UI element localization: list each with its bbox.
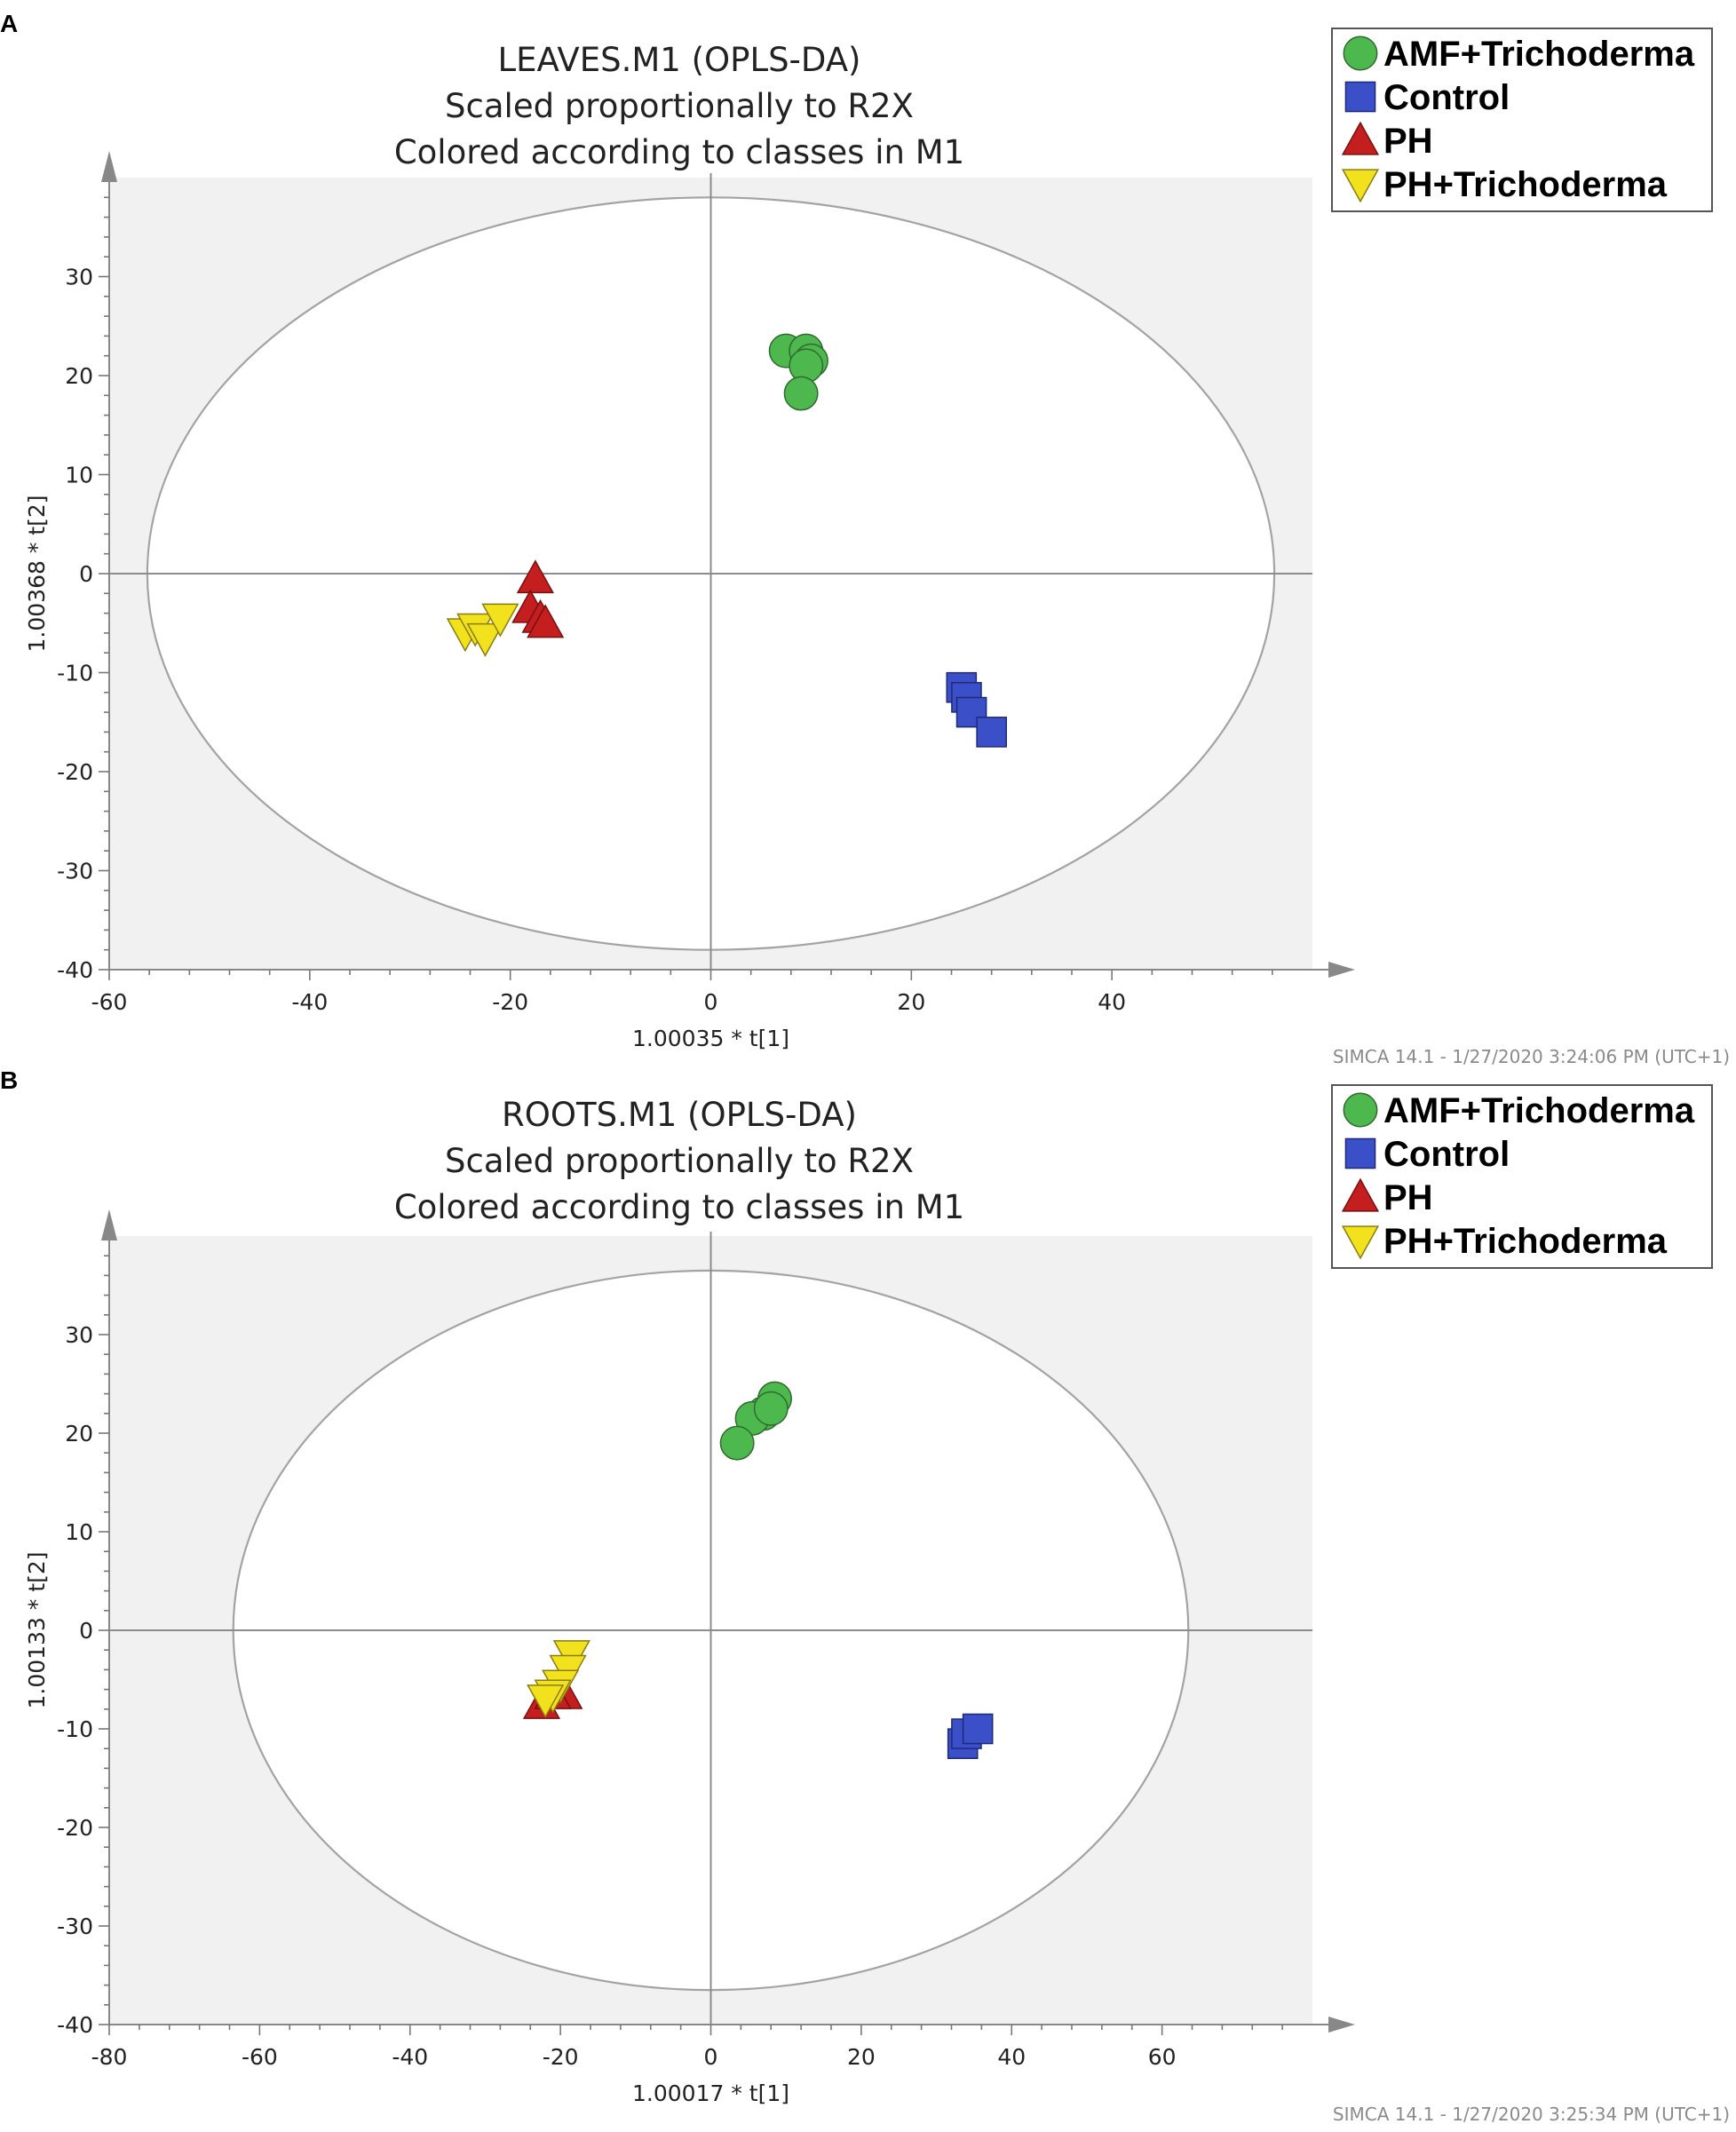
x-axis-arrow: [1328, 962, 1355, 978]
legend-marker-amf-trichoderma: [1343, 1092, 1378, 1128]
x-tick-label: -40: [392, 2044, 428, 2070]
legend-marker-control: [1344, 1137, 1376, 1169]
panel-letter: A: [0, 10, 18, 37]
y-tick-label: -20: [57, 759, 93, 785]
legend-label-amf-trichoderma: AMF+Trichoderma: [1383, 35, 1695, 74]
series-amf-trichoderma: [768, 333, 828, 411]
chart-title-line-3: Colored according to classes in M1: [394, 1188, 964, 1226]
x-tick-label: -60: [91, 989, 128, 1015]
data-point-amf-trichoderma: [753, 1391, 789, 1426]
y-tick-label: -10: [57, 661, 93, 686]
legend: AMF+Trichoderma Control PH PH+Trichoderma: [1331, 1084, 1713, 1269]
series-control: [946, 671, 1007, 748]
y-tick-label: -20: [57, 1815, 93, 1841]
x-axis-arrow: [1328, 2017, 1355, 2033]
legend-label-ph: PH: [1383, 1178, 1433, 1217]
series-ph: [511, 559, 565, 638]
legend-label-ph-trichoderma: PH+Trichoderma: [1383, 165, 1668, 204]
x-axis-label: 1.00017 * t[1]: [632, 2080, 789, 2106]
x-axis-label: 1.00035 * t[1]: [632, 1026, 789, 1051]
software-footer: SIMCA 14.1 - 1/27/2020 3:24:06 PM (UTC+1…: [1333, 1046, 1730, 1067]
legend-label-control: Control: [1383, 78, 1510, 117]
data-point-control: [976, 717, 1007, 748]
x-tick-label: 0: [704, 989, 718, 1015]
legend-marker-ph: [1341, 121, 1380, 155]
legend-marker-control: [1344, 81, 1376, 113]
y-axis-arrow: [101, 1209, 117, 1240]
legend-label-control: Control: [1383, 1135, 1510, 1174]
chart-title-line-1: LEAVES.M1 (OPLS-DA): [497, 41, 860, 79]
x-tick-label: -40: [291, 989, 328, 1015]
x-tick-label: -80: [91, 2044, 128, 2070]
y-tick-label: 30: [65, 265, 93, 290]
data-point-amf-trichoderma: [719, 1425, 755, 1461]
chart-title-line-2: Scaled proportionally to R2X: [445, 1142, 914, 1180]
y-tick-label: 10: [65, 463, 93, 488]
series-amf-trichoderma: [719, 1381, 792, 1461]
legend-marker-ph-trichoderma: [1341, 169, 1380, 203]
legend-box: [1331, 1084, 1713, 1269]
x-tick-label: 60: [1148, 2044, 1177, 2070]
y-axis-arrow: [101, 151, 117, 182]
x-tick-label: 20: [847, 2044, 876, 2070]
x-tick-label: 20: [897, 989, 925, 1015]
chart-panel-b: B ROOTS.M1 (OPLS-DA) Scaled proportionally…: [0, 1066, 1730, 2125]
x-tick-label: 0: [704, 2044, 718, 2070]
legend: AMF+Trichoderma Control PH PH+Trichoderma: [1331, 28, 1713, 212]
data-point-ph: [527, 604, 565, 638]
data-point-ph-trichoderma: [527, 1684, 565, 1719]
chart-title-line-1: ROOTS.M1 (OPLS-DA): [502, 1096, 857, 1134]
x-tick-label: 40: [997, 2044, 1026, 2070]
y-tick-label: 0: [79, 1618, 93, 1644]
data-point-ph: [516, 559, 554, 594]
x-tick-label: -20: [492, 989, 528, 1015]
software-footer: SIMCA 14.1 - 1/27/2020 3:25:34 PM (UTC+1…: [1333, 2104, 1730, 2125]
chart-panel-a: A LEAVES.M1 (OPLS-DA) Scaled proportionall…: [0, 10, 1730, 1067]
y-tick-label: 10: [65, 1519, 93, 1545]
x-tick-label: -60: [242, 2044, 278, 2070]
series-control: [947, 1713, 994, 1759]
legend-label-ph: PH: [1383, 122, 1433, 161]
data-point-control: [962, 1713, 994, 1745]
panel-letter: B: [0, 1066, 18, 1094]
y-axis-label: 1.00368 * t[2]: [24, 495, 50, 653]
y-axis-label: 1.00133 * t[2]: [24, 1552, 50, 1709]
y-tick-label: 20: [65, 363, 93, 389]
y-tick-label: -40: [57, 2012, 93, 2038]
y-tick-label: 30: [65, 1322, 93, 1348]
x-tick-label: 40: [1098, 989, 1126, 1015]
series-ph-trichoderma: [446, 603, 519, 657]
legend-box: [1331, 28, 1713, 212]
chart-title-line-3: Colored according to classes in M1: [394, 133, 964, 171]
data-point-ph-trichoderma: [481, 603, 519, 638]
legend-label-amf-trichoderma: AMF+Trichoderma: [1383, 1091, 1695, 1130]
y-tick-label: -30: [57, 1914, 93, 1939]
legend-marker-ph-trichoderma: [1341, 1225, 1380, 1260]
legend-marker-amf-trichoderma: [1343, 36, 1378, 71]
legend-label-ph-trichoderma: PH+Trichoderma: [1383, 1222, 1668, 1261]
y-tick-label: -30: [57, 859, 93, 884]
y-tick-label: 20: [65, 1421, 93, 1446]
chart-title-line-2: Scaled proportionally to R2X: [445, 87, 914, 125]
y-tick-label: -40: [57, 957, 93, 983]
y-tick-label: -10: [57, 1716, 93, 1742]
series-ph-trichoderma: [527, 1640, 591, 1719]
x-tick-label: -20: [543, 2044, 579, 2070]
legend-marker-ph: [1341, 1177, 1380, 1212]
data-point-amf-trichoderma: [783, 376, 819, 411]
data-point-ph-trichoderma: [466, 622, 504, 657]
y-tick-label: 0: [79, 561, 93, 587]
